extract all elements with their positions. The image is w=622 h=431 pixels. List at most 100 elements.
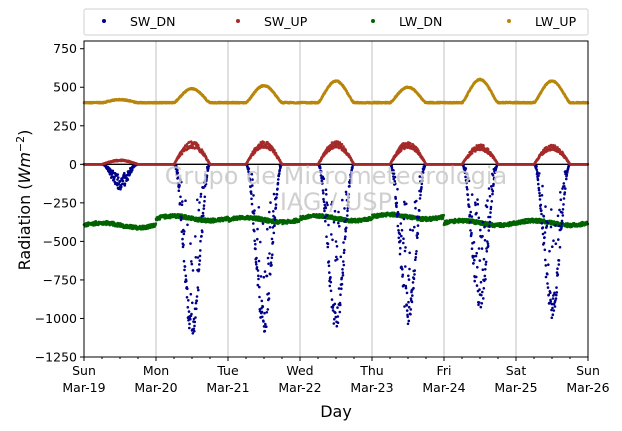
point-sw-dn (200, 234, 203, 238)
point-sw-dn (260, 310, 264, 314)
point-sw-dn (198, 254, 202, 258)
point-sw-dn (194, 301, 198, 305)
point-sw-dn (258, 285, 261, 289)
point-sw-dn (254, 260, 258, 264)
point-sw-dn (275, 196, 278, 199)
point-sw-dn (123, 182, 127, 185)
point-sw-dn (263, 311, 266, 315)
point-sw-dn (195, 307, 198, 311)
point-sw-dn (250, 202, 254, 206)
point-sw-dn (268, 210, 271, 214)
point-sw-dn (184, 274, 188, 278)
point-sw-dn (255, 266, 259, 269)
point-sw-dn (265, 325, 268, 329)
point-sw-dn (131, 168, 134, 172)
point-sw-dn (254, 247, 257, 251)
point-lw-dn (154, 222, 158, 225)
point-sw-dn (180, 216, 183, 219)
point-sw-dn (252, 222, 255, 225)
point-sw-dn (199, 192, 203, 196)
point-sw-dn (186, 287, 189, 291)
point-sw-dn (274, 203, 278, 206)
point-sw-dn (187, 299, 190, 302)
point-sw-dn (182, 259, 186, 263)
point-sw-dn (269, 261, 273, 265)
point-sw-dn (199, 249, 202, 252)
point-sw-dn (126, 178, 130, 182)
point-sw-dn (203, 195, 207, 199)
point-sw-dn (262, 275, 266, 279)
point-sw-dn (203, 199, 206, 203)
point-sw-dn (274, 206, 278, 209)
point-sw-dn (268, 252, 271, 255)
point-sw-dn (185, 296, 189, 299)
point-sw-dn (252, 194, 255, 197)
point-sw-dn (262, 320, 265, 323)
point-sw-dn (198, 259, 202, 262)
point-sw-dn (257, 259, 261, 263)
point-sw-dn (261, 222, 265, 225)
point-sw-dn (273, 224, 276, 228)
point-sw-dn (121, 179, 125, 183)
point-sw-dn (267, 297, 271, 300)
point-sw-dn (258, 295, 261, 299)
point-sw-dn (191, 301, 194, 305)
point-sw-dn (188, 326, 191, 330)
point-sw-dn (260, 299, 264, 303)
point-sw-dn (193, 324, 196, 328)
point-sw-dn (272, 210, 275, 213)
point-lw-dn (442, 214, 446, 217)
point-sw-dn (272, 231, 276, 235)
point-sw-dn (183, 268, 186, 272)
point-sw-dn (259, 275, 263, 278)
point-sw-dn (193, 329, 196, 333)
grid-lines (155, 41, 517, 357)
point-sw-dn (269, 201, 272, 204)
point-sw-dn (265, 311, 269, 314)
point-sw-dn (182, 243, 185, 247)
point-sw-dn (199, 239, 202, 243)
point-sw-dn (266, 227, 269, 231)
point-sw-dn (198, 201, 201, 204)
point-sw-dn (255, 237, 259, 241)
point-sw-dn (196, 198, 199, 202)
point-sw-dn (270, 256, 274, 260)
point-sw-dn (201, 211, 205, 215)
point-sw-dn (253, 229, 256, 233)
point-sw-dn (271, 240, 275, 244)
point-sw-dn (197, 208, 201, 212)
point-sw-dn (184, 199, 187, 202)
point-sw-dn (196, 286, 200, 289)
point-sw-dn (186, 223, 189, 227)
point-sw-dn (269, 273, 272, 276)
point-sw-dn (197, 268, 201, 271)
point-sw-dn (181, 200, 184, 203)
point-sw-dn (117, 176, 120, 179)
point-sw-dn (250, 197, 253, 201)
point-sw-dn (180, 203, 184, 206)
point-sw-dn (189, 317, 192, 321)
point-sw-dn (270, 237, 274, 241)
point-sw-dn (257, 274, 260, 278)
point-sw-dn (263, 270, 267, 273)
point-sw-dn (182, 232, 186, 236)
point-sw-dn (253, 239, 256, 243)
point-sw-dn (186, 306, 190, 309)
point-sw-dn (266, 256, 270, 260)
point-sw-dn (120, 185, 123, 189)
point-sw-dn (271, 253, 274, 256)
point-sw-dn (116, 173, 120, 176)
point-sw-dn (268, 226, 272, 229)
point-sw-dn (273, 218, 277, 221)
point-sw-dn (181, 237, 184, 241)
point-sw-dn (270, 263, 273, 267)
point-sw-dn (195, 299, 199, 303)
point-sw-dn (195, 295, 199, 298)
point-sw-dn (188, 322, 191, 326)
point-sw-dn (187, 310, 191, 313)
point-sw-dn (202, 204, 206, 207)
point-sw-dn (191, 269, 195, 272)
point-sw-dn (202, 207, 206, 210)
point-sw-dn (266, 308, 270, 311)
point-sw-dn (252, 212, 256, 215)
